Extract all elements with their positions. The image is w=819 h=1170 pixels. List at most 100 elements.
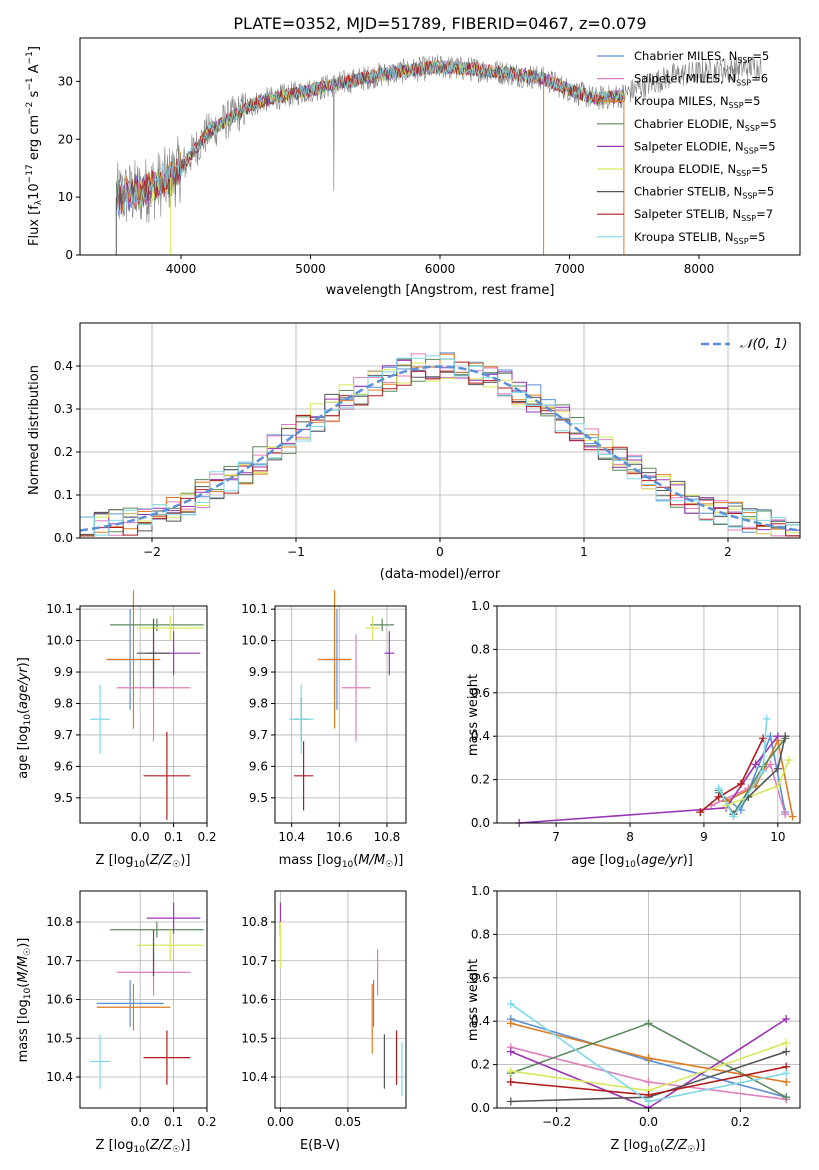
spectrum-xtick-label: 5000 bbox=[295, 262, 326, 276]
mass-ebv-xlabel: E(B-V) bbox=[300, 1138, 340, 1153]
age-z-ylabel: age [log10(age/yr)] bbox=[16, 657, 33, 779]
massweight-marker bbox=[506, 1077, 515, 1086]
spectrum-ytick-label: 10 bbox=[58, 190, 73, 204]
massweight-marker bbox=[782, 1093, 791, 1102]
spectrum-xlabel: wavelength [Angstrom, rest frame] bbox=[326, 283, 555, 298]
residual-ytick-label: 0.2 bbox=[54, 445, 73, 459]
ytick-label: 0.2 bbox=[471, 773, 490, 787]
axes-frame bbox=[274, 605, 407, 824]
massweight-vs-age-panel: 7 8 9 10 0.0 0.2 0.4 0.6 0.8 1.0 bbox=[471, 599, 801, 844]
mass-z-xlabel: Z [log10(Z/Z☉)] bbox=[96, 1138, 191, 1155]
massweight-line bbox=[717, 718, 768, 819]
age-vs-mass-panel: 10.4 10.6 10.8 9.5 9.6 9.7 9.8 9.9 10.0 10.1 bbox=[241, 590, 407, 844]
mw-z-ylabel: mass weight bbox=[466, 959, 481, 1041]
age-z-xlabel: Z [log10(Z/Z☉)] bbox=[96, 853, 191, 870]
ytick-label: 10.7 bbox=[46, 954, 73, 968]
legend-label: Chabrier ELODIE, NSSP=5 bbox=[634, 117, 777, 133]
ytick-label: 10.0 bbox=[241, 634, 268, 648]
axes-frame bbox=[79, 605, 208, 824]
xtick-label: 9 bbox=[700, 830, 708, 844]
ytick-label: 10.4 bbox=[46, 1070, 73, 1084]
legend-label: Chabrier STELIB, NSSP=5 bbox=[634, 185, 774, 201]
ytick-label: 0.8 bbox=[471, 927, 490, 941]
massweight-vs-Z-panel: −0.2 0.0 0.2 0.0 0.2 0.4 0.6 0.8 1.0 bbox=[471, 884, 801, 1129]
massweight-marker bbox=[644, 1054, 653, 1063]
spectrum-xtick-label: 6000 bbox=[425, 262, 456, 276]
spectrum-xtick-label: 4000 bbox=[166, 262, 197, 276]
ytick-label: 10.6 bbox=[241, 993, 268, 1007]
massweight-marker bbox=[773, 764, 782, 773]
massweight-marker bbox=[782, 1015, 791, 1024]
spectrum-ylabel: Flux [fλ10−17 erg cm−2 s−1 A−1] bbox=[25, 46, 44, 246]
ytick-label: 9.8 bbox=[249, 696, 268, 710]
ytick-label: 0.6 bbox=[471, 971, 490, 985]
spectrum-model-line bbox=[121, 61, 625, 213]
massweight-marker bbox=[506, 1019, 515, 1028]
mass-vs-EBV-panel: 0.00 0.05 10.4 10.5 10.6 10.7 10.8 bbox=[241, 890, 407, 1129]
massweight-line bbox=[725, 737, 794, 817]
xtick-label: 0.05 bbox=[335, 1115, 362, 1129]
massweight-line bbox=[699, 738, 764, 813]
ytick-label: 10.5 bbox=[46, 1031, 73, 1045]
massweight-marker bbox=[766, 732, 775, 741]
ytick-label: 10.7 bbox=[241, 954, 268, 968]
massweight-marker bbox=[506, 1097, 515, 1106]
ytick-label: 0.8 bbox=[471, 642, 490, 656]
xtick-label: −0.2 bbox=[542, 1115, 571, 1129]
mw-z-xlabel: Z [log10(Z/Z☉)] bbox=[611, 1138, 706, 1155]
massweight-marker bbox=[506, 999, 515, 1008]
xtick-label: 0.2 bbox=[197, 1115, 216, 1129]
residual-xtick-label: 1 bbox=[580, 545, 588, 559]
ytick-label: 9.5 bbox=[249, 791, 268, 805]
massweight-marker bbox=[714, 792, 723, 801]
xtick-label: 7 bbox=[552, 830, 560, 844]
ytick-label: 9.7 bbox=[54, 728, 73, 742]
xtick-label: 10.6 bbox=[326, 830, 353, 844]
legend-label: Chabrier MILES, NSSP=5 bbox=[634, 49, 769, 65]
legend-label: Kroupa MILES, NSSP=5 bbox=[634, 94, 760, 110]
residual-histogram bbox=[80, 355, 800, 536]
ytick-label: 0.4 bbox=[471, 1014, 490, 1028]
massweight-marker bbox=[714, 784, 723, 793]
residual-xtick-label: −1 bbox=[287, 545, 305, 559]
ytick-label: 9.9 bbox=[54, 665, 73, 679]
ytick-label: 1.0 bbox=[471, 599, 490, 613]
massweight-marker bbox=[762, 714, 771, 723]
xtick-label: 0.2 bbox=[731, 1115, 750, 1129]
ytick-label: 10.0 bbox=[46, 634, 73, 648]
spectrum-xtick-label: 8000 bbox=[684, 262, 715, 276]
xtick-label: 0.0 bbox=[639, 1115, 658, 1129]
ytick-label: 9.6 bbox=[54, 759, 73, 773]
ytick-label: 10.4 bbox=[241, 1070, 268, 1084]
age-vs-Z-panel: 0.0 0.1 0.2 9.5 9.6 9.7 9.8 9.9 10.0 10.1 bbox=[46, 590, 217, 844]
ytick-label: 0.0 bbox=[471, 1101, 490, 1115]
xtick-label: 0.1 bbox=[164, 830, 183, 844]
residual-xtick-label: −2 bbox=[143, 545, 161, 559]
ytick-label: 10.1 bbox=[241, 602, 268, 616]
massweight-marker bbox=[644, 1077, 653, 1086]
massweight-marker bbox=[766, 760, 775, 769]
xtick-label: 0.2 bbox=[197, 830, 216, 844]
ytick-label: 0.0 bbox=[471, 816, 490, 830]
massweight-marker bbox=[736, 779, 745, 788]
ytick-label: 9.7 bbox=[249, 728, 268, 742]
legend-label: Salpeter ELODIE, NSSP=5 bbox=[634, 139, 776, 155]
massweight-marker bbox=[781, 810, 790, 819]
legend-label: Kroupa ELODIE, NSSP=5 bbox=[634, 162, 768, 178]
massweight-marker bbox=[751, 760, 760, 769]
ytick-label: 0.2 bbox=[471, 1058, 490, 1072]
residual-histogram-panel: −2 −1 0 1 2 0.0 0.1 0.2 0.3 0.4 𝒩(0, 1) (data-mod… bbox=[27, 322, 801, 582]
massweight-marker bbox=[773, 732, 782, 741]
xtick-label: 0.0 bbox=[131, 830, 150, 844]
xtick-label: 8 bbox=[626, 830, 634, 844]
spectrum-ytick-label: 20 bbox=[58, 132, 73, 146]
ytick-label: 10.6 bbox=[46, 993, 73, 1007]
xtick-label: 10 bbox=[770, 830, 785, 844]
xtick-label: 10.8 bbox=[374, 830, 401, 844]
massweight-marker bbox=[782, 1038, 791, 1047]
residual-xtick-label: 0 bbox=[436, 545, 444, 559]
figure-title: PLATE=0352, MJD=51789, FIBERID=0467, z=0… bbox=[233, 14, 646, 33]
ytick-label: 9.6 bbox=[249, 759, 268, 773]
massweight-marker bbox=[644, 1019, 653, 1028]
